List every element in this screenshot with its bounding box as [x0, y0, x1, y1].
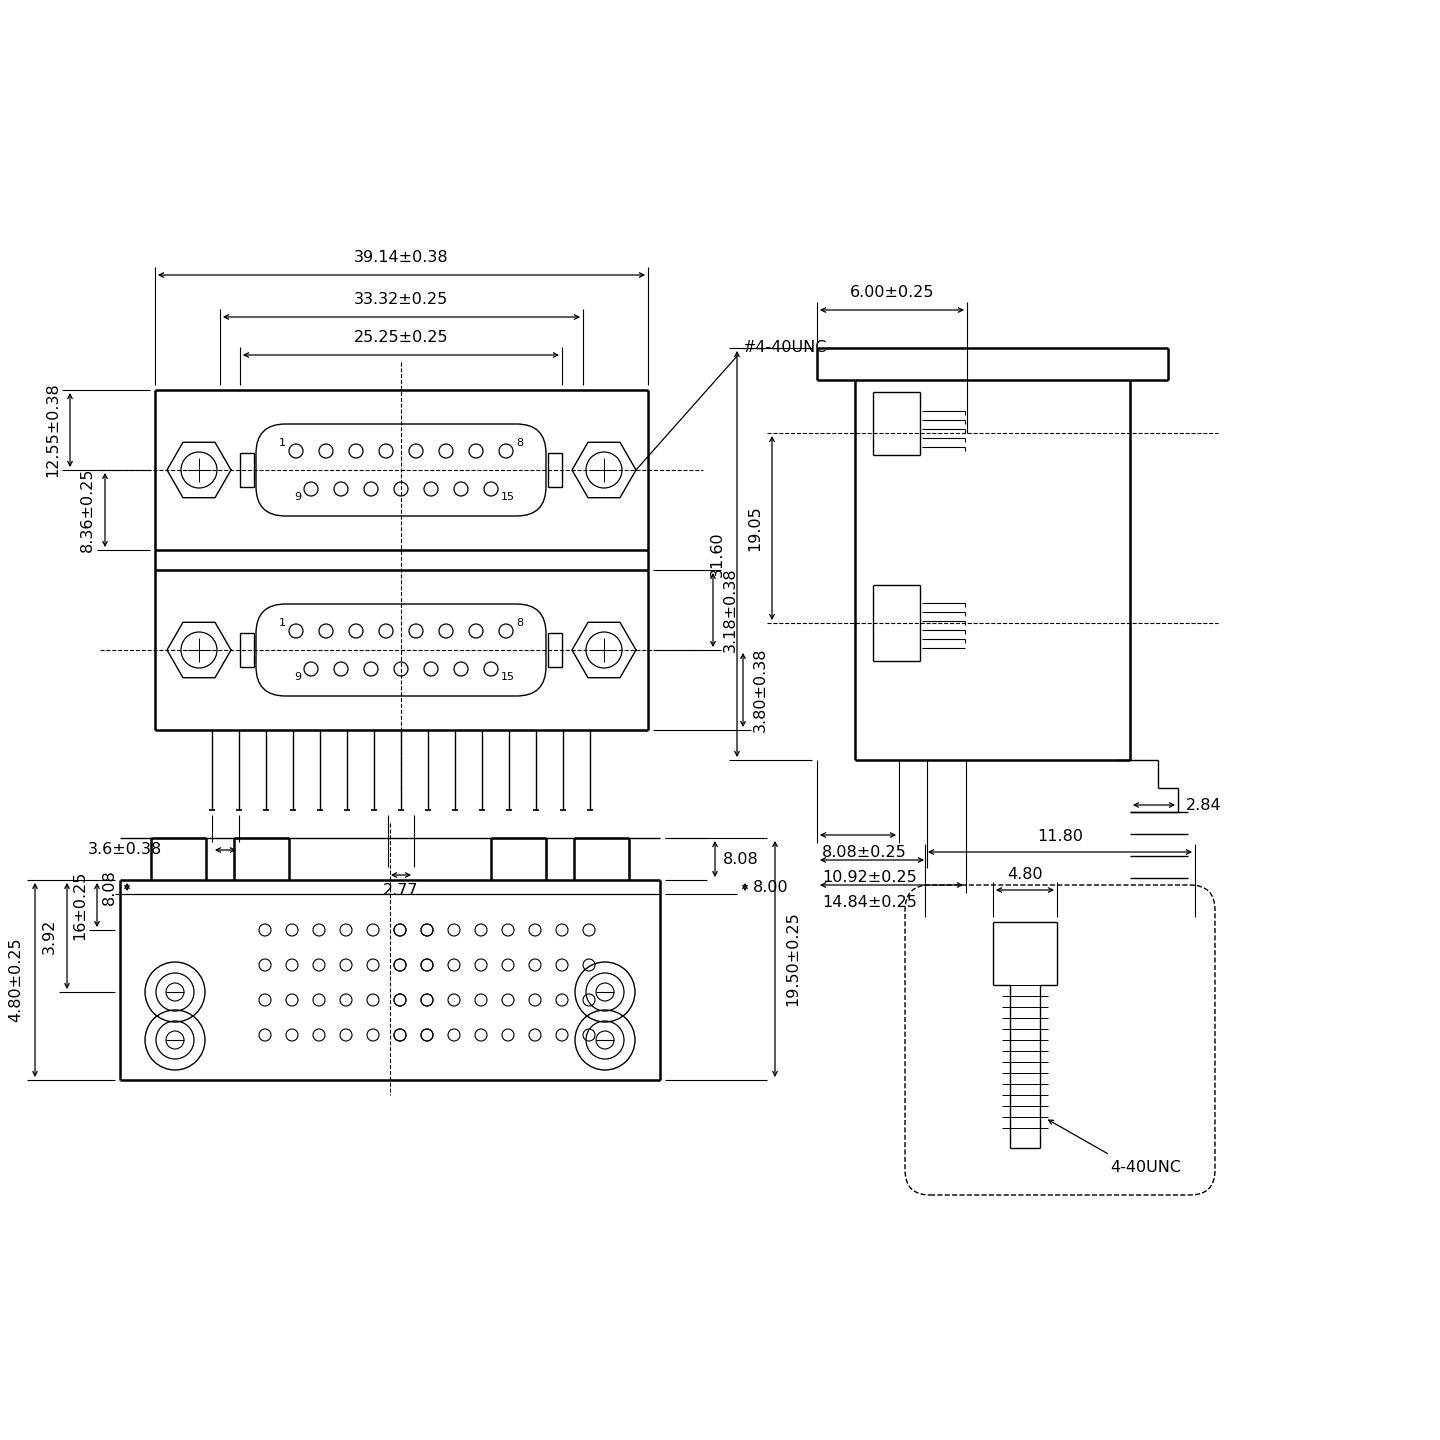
Text: 2.84: 2.84: [1187, 798, 1221, 812]
Text: 12.55±0.38: 12.55±0.38: [45, 383, 60, 478]
Text: 25.25±0.25: 25.25±0.25: [354, 330, 448, 346]
Text: 8.00: 8.00: [753, 880, 789, 894]
Text: 8.08±0.25: 8.08±0.25: [822, 845, 907, 860]
Text: 11.80: 11.80: [1037, 829, 1083, 844]
Bar: [549, 634, 562, 667]
Text: 16±0.25: 16±0.25: [72, 870, 86, 940]
Text: 3.80±0.38: 3.80±0.38: [753, 648, 768, 733]
Text: #4-40UNC: #4-40UNC: [743, 340, 828, 356]
Text: 3.6±0.38: 3.6±0.38: [88, 842, 161, 857]
Text: 2.77: 2.77: [383, 883, 419, 899]
Text: 3.18±0.38: 3.18±0.38: [723, 567, 739, 652]
Text: 19.05: 19.05: [747, 505, 762, 552]
Text: 39.14±0.38: 39.14±0.38: [354, 251, 448, 265]
Text: 4.80: 4.80: [1007, 867, 1043, 881]
Text: 10.92±0.25: 10.92±0.25: [822, 870, 917, 886]
Bar: [549, 454, 562, 487]
Text: 6.00±0.25: 6.00±0.25: [850, 285, 935, 300]
Text: 8.36±0.25: 8.36±0.25: [81, 468, 95, 553]
Bar: [240, 454, 253, 487]
Bar: [240, 634, 253, 667]
Text: 31.60: 31.60: [710, 531, 724, 577]
Text: 19.50±0.25: 19.50±0.25: [785, 912, 801, 1007]
Text: 15: 15: [501, 492, 516, 503]
Text: 9: 9: [294, 492, 301, 503]
Text: 4-40UNC: 4-40UNC: [1110, 1161, 1181, 1175]
Text: 4.80±0.25: 4.80±0.25: [9, 937, 23, 1022]
Text: 15: 15: [501, 672, 516, 683]
Text: 8.08: 8.08: [723, 851, 759, 867]
Text: 33.32±0.25: 33.32±0.25: [354, 292, 448, 307]
Text: 8.08: 8.08: [102, 870, 117, 904]
Text: 1: 1: [279, 438, 287, 448]
Text: 9: 9: [294, 672, 301, 683]
Text: 8: 8: [516, 618, 523, 628]
Text: 8: 8: [516, 438, 523, 448]
Text: 1: 1: [279, 618, 287, 628]
Text: 14.84±0.25: 14.84±0.25: [822, 896, 917, 910]
Text: 3.92: 3.92: [42, 919, 58, 953]
